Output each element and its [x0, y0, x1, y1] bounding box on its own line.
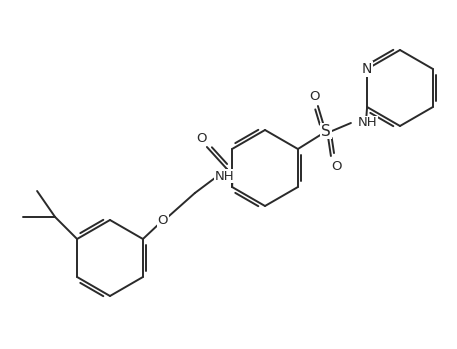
Text: N: N [362, 62, 372, 76]
Text: NH: NH [358, 117, 377, 129]
Text: O: O [332, 159, 342, 172]
Text: NH: NH [215, 170, 234, 183]
Text: O: O [197, 133, 207, 146]
Text: O: O [158, 215, 168, 228]
Text: S: S [321, 124, 331, 139]
Text: O: O [310, 89, 320, 103]
